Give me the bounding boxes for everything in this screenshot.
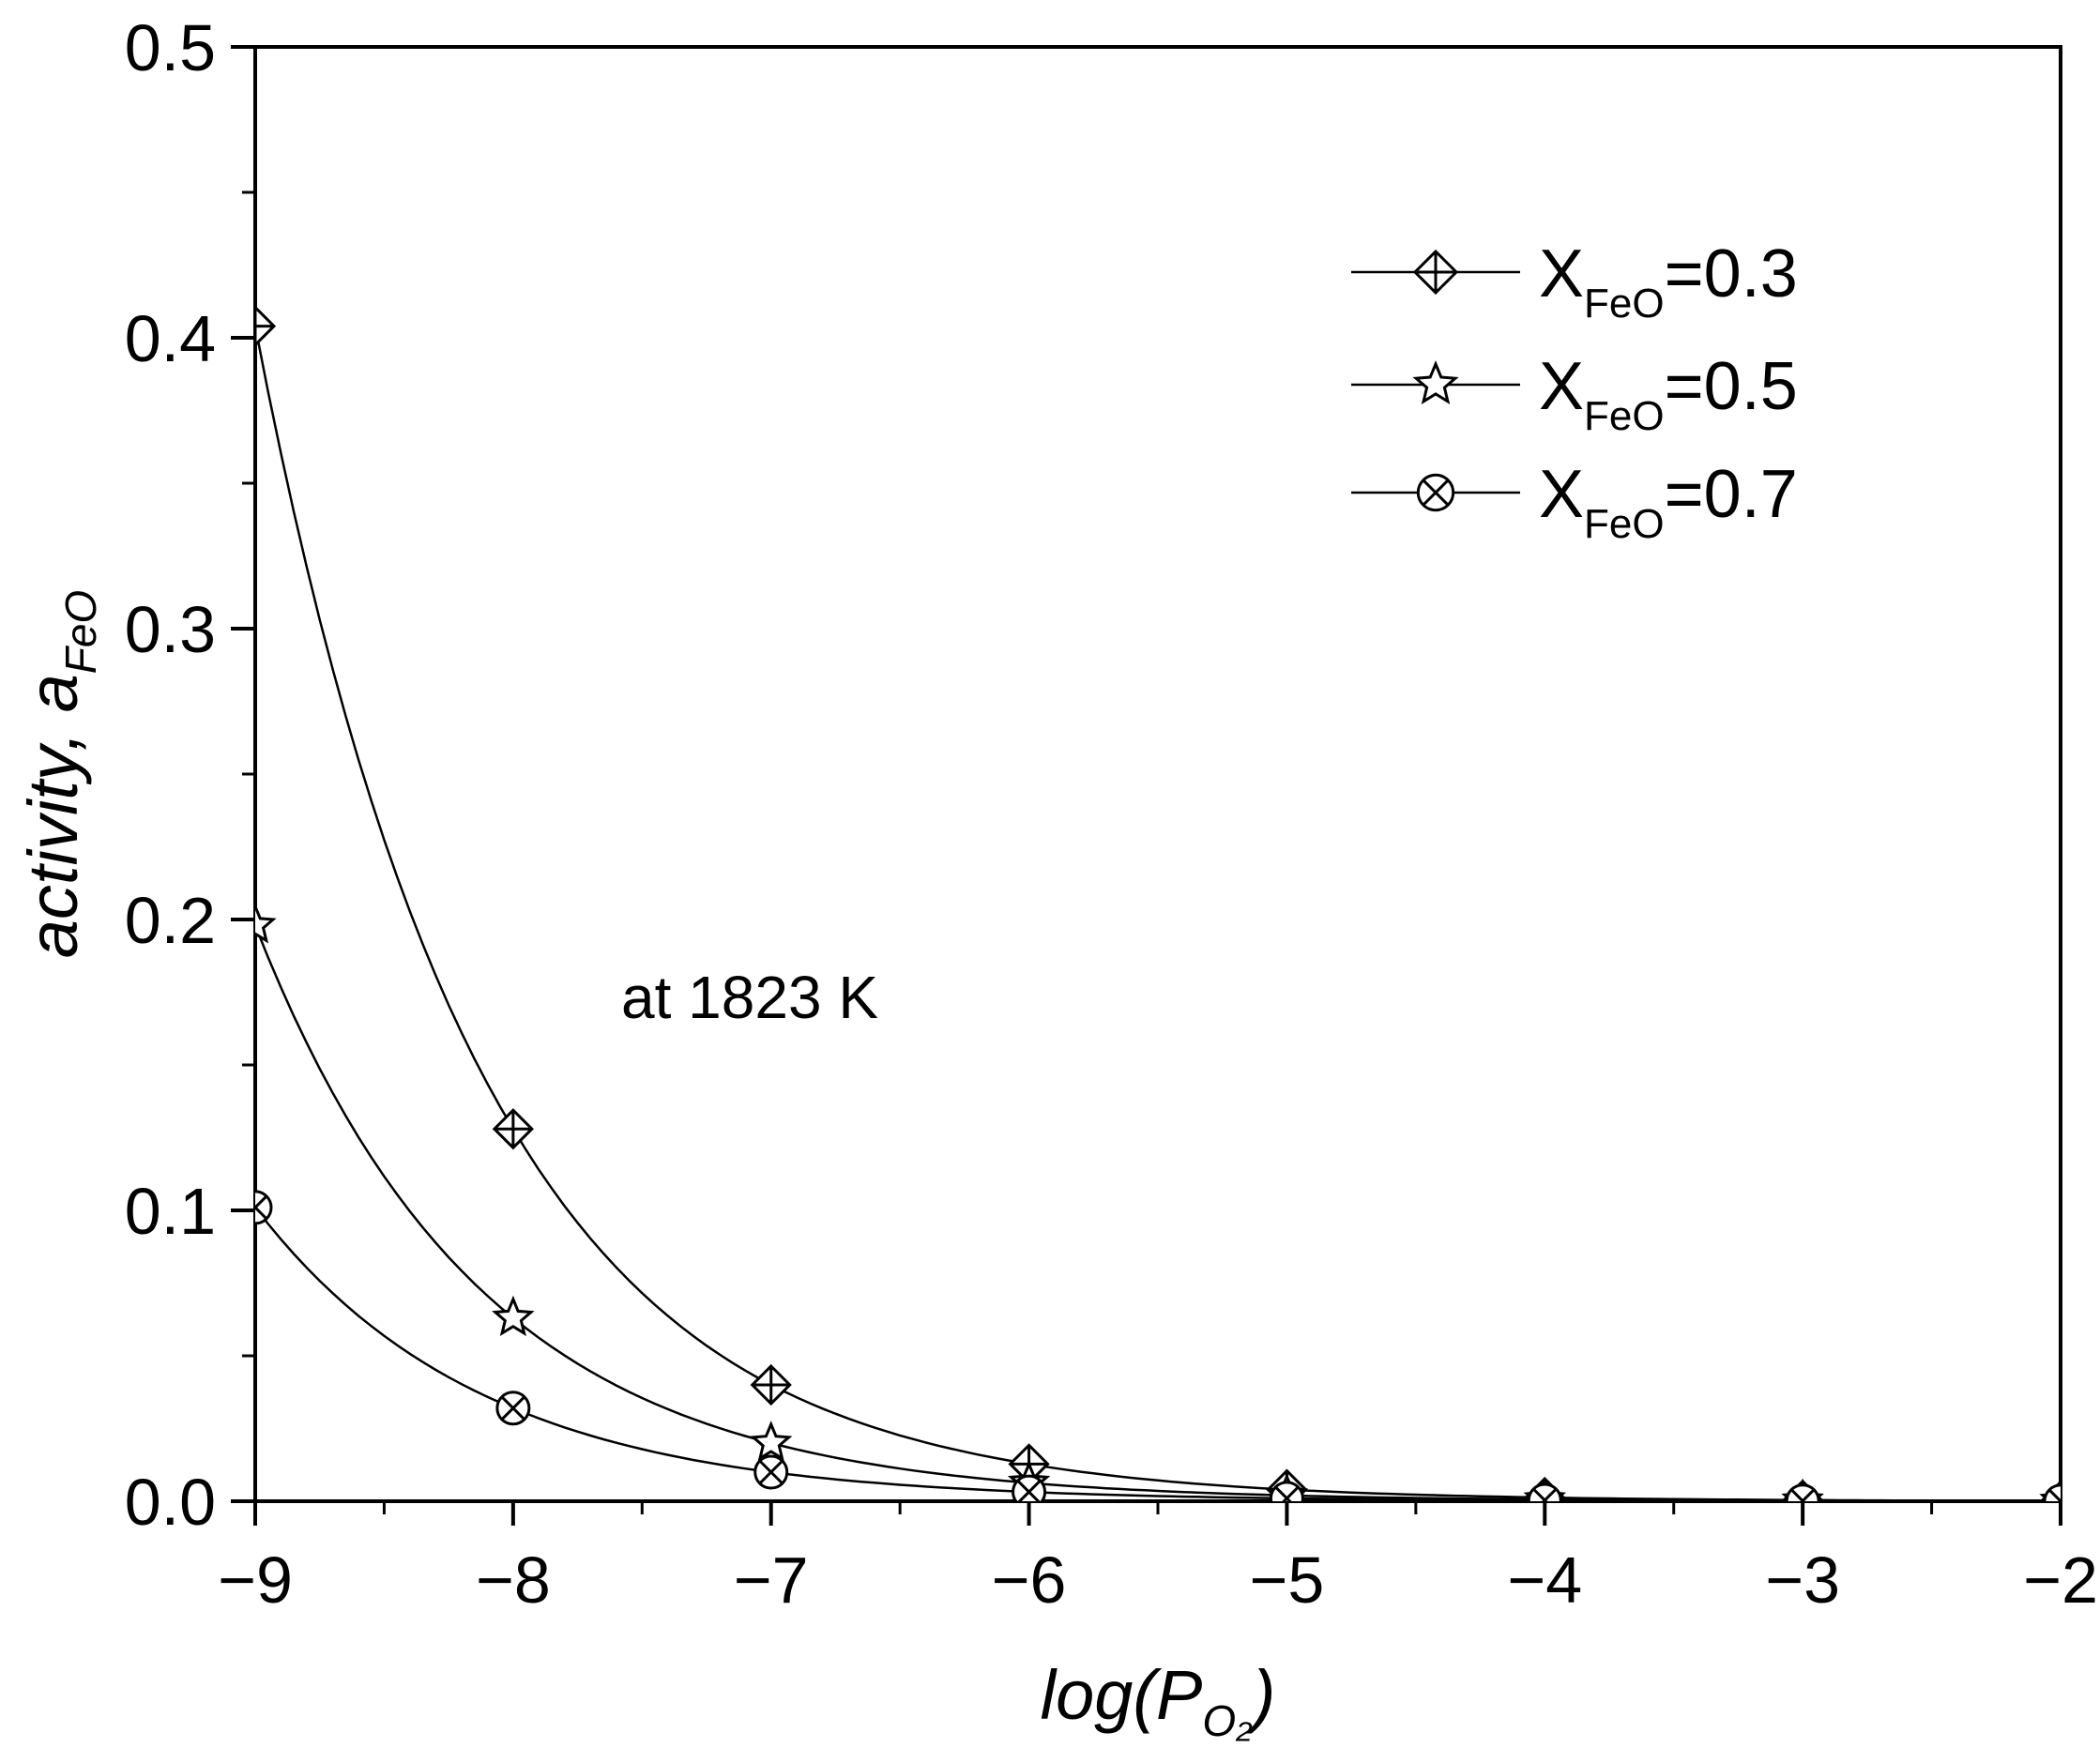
series-line — [255, 1207, 2061, 1501]
series-layer — [255, 305, 2061, 1501]
data-point — [1412, 360, 1459, 404]
data-point — [1527, 1482, 1562, 1501]
data-point — [495, 1391, 531, 1426]
x-tick-label: −6 — [992, 1543, 1067, 1617]
y-axis-ticks: 0.0 0.1 0.2 0.3 0.4 0.5 — [125, 11, 255, 1539]
series-1 — [255, 305, 2061, 1501]
x-tick-label: −3 — [1765, 1543, 1840, 1617]
legend-label: XFeO=0.3 — [1539, 236, 1798, 327]
legend-label: XFeO=0.5 — [1539, 349, 1798, 439]
legend: XFeO=0.3 XFeO=0.5 XFeO=0.7 — [1351, 236, 1798, 547]
x-axis-title-main: log(P — [1041, 1656, 1203, 1734]
y-tick-label: 0.2 — [125, 884, 216, 957]
x-tick-label: −4 — [1507, 1543, 1582, 1617]
x-tick-label: −2 — [2023, 1543, 2098, 1617]
data-point — [1416, 473, 1455, 512]
data-point — [750, 1363, 792, 1406]
temperature-annotation: at 1823 K — [621, 964, 878, 1031]
data-point — [749, 1421, 793, 1462]
legend-item-3: XFeO=0.7 — [1351, 457, 1798, 547]
series-3 — [255, 1190, 2061, 1501]
x-tick-label: −5 — [1250, 1543, 1325, 1617]
y-tick-label: 0.5 — [125, 11, 216, 84]
data-point — [255, 305, 277, 347]
x-tick-label: −9 — [218, 1543, 293, 1617]
data-point — [2043, 1483, 2061, 1501]
data-point — [1785, 1483, 1820, 1501]
y-axis-title-main: activity, a — [14, 674, 92, 958]
legend-label: XFeO=0.7 — [1539, 457, 1798, 547]
data-point — [753, 1454, 789, 1490]
x-tick-label: −8 — [476, 1543, 551, 1617]
data-point — [255, 1190, 273, 1225]
data-point — [255, 903, 277, 944]
data-point — [1412, 249, 1459, 296]
data-point — [492, 1108, 534, 1150]
data-point — [492, 1295, 535, 1337]
y-tick-label: 0.3 — [125, 593, 216, 666]
x-axis-title-sub: O₂ — [1202, 1696, 1253, 1745]
legend-item-1: XFeO=0.3 — [1351, 236, 1798, 327]
data-point — [1269, 1481, 1304, 1501]
y-tick-label: 0.0 — [125, 1466, 216, 1539]
y-tick-label: 0.1 — [125, 1175, 216, 1248]
x-tick-label: −7 — [734, 1543, 809, 1617]
x-axis-ticks: −9 −8 −7 −6 −5 −4 −3 −2 — [218, 1501, 2098, 1617]
y-axis-title-sub: FeO — [56, 590, 105, 674]
data-point — [1012, 1474, 1047, 1501]
y-tick-label: 0.4 — [125, 302, 216, 375]
legend-item-2: XFeO=0.5 — [1351, 349, 1798, 439]
x-axis-title: log(PO₂) — [1041, 1656, 1276, 1745]
y-axis-title: activity, aFeO — [14, 590, 105, 958]
